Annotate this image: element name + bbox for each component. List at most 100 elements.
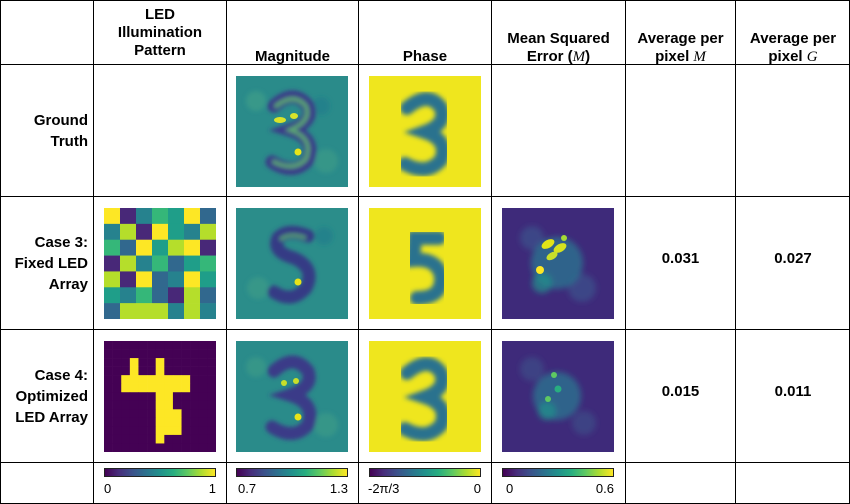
led-cell [168, 223, 185, 241]
led-cell [181, 443, 191, 452]
led-cell [207, 426, 216, 436]
led-cell [104, 443, 113, 452]
colorbar-mse-min: 0 [506, 481, 514, 496]
led-cell [104, 349, 113, 359]
led-cell [121, 434, 131, 444]
led-cell [207, 349, 216, 359]
case-3-average-m-value: 0.031 [661, 250, 700, 267]
led-cell [104, 409, 113, 419]
led-cell [152, 271, 169, 288]
led-cell [112, 341, 122, 350]
led-cell [138, 392, 148, 402]
led-cell [121, 358, 131, 367]
led-cell [120, 303, 137, 319]
header-phase: Phase [402, 48, 448, 65]
led-cell [136, 239, 153, 256]
led-cell [155, 358, 165, 367]
led-cell [155, 366, 165, 376]
led-cell [164, 392, 174, 402]
led-cell [138, 409, 148, 419]
case-4-phase-image [369, 341, 481, 452]
led-cell [121, 366, 131, 376]
led-cell [129, 409, 139, 419]
led-cell [112, 383, 122, 393]
led-cell [164, 375, 174, 384]
led-cell [112, 366, 122, 376]
led-cell [104, 366, 113, 376]
case-4-average-m-value: 0.015 [661, 383, 700, 400]
led-cell [104, 400, 113, 410]
led-cell [184, 271, 201, 288]
case-3-magnitude-image [236, 208, 348, 319]
led-cell [190, 409, 200, 419]
led-cell [138, 417, 148, 427]
led-cell [129, 400, 139, 410]
led-cell [104, 434, 113, 444]
led-cell [190, 375, 200, 384]
led-cell [121, 375, 131, 384]
led-cell [164, 349, 174, 359]
led-cell [136, 223, 153, 241]
led-cell [147, 392, 156, 402]
led-cell [138, 349, 148, 359]
header-mse: Mean Squared Error (M) [507, 30, 610, 65]
header-average-g: Average per pixel G [749, 30, 837, 65]
led-cell [138, 366, 148, 376]
led-cell [172, 443, 182, 452]
led-cell [207, 392, 216, 402]
led-cell [129, 392, 139, 402]
led-cell [104, 303, 121, 319]
led-cell [152, 223, 169, 241]
case-3-average-g-value: 0.027 [774, 250, 812, 267]
led-cell [164, 366, 174, 376]
led-cell [190, 349, 200, 359]
led-cell [147, 341, 156, 350]
led-cell [190, 341, 200, 350]
led-cell [181, 375, 191, 384]
led-cell [198, 392, 208, 402]
led-cell [147, 434, 156, 444]
led-cell [172, 375, 182, 384]
led-cell [164, 426, 174, 436]
led-cell [200, 287, 216, 304]
led-cell [147, 375, 156, 384]
led-cell [120, 287, 137, 304]
led-cell [155, 400, 165, 410]
led-cell [152, 303, 169, 319]
led-cell [120, 223, 137, 241]
led-cell [181, 366, 191, 376]
led-cell [164, 341, 174, 350]
led-cell [120, 208, 137, 225]
led-cell [121, 341, 131, 350]
led-cell [121, 409, 131, 419]
led-cell [121, 426, 131, 436]
led-cell [112, 409, 122, 419]
led-cell [138, 375, 148, 384]
led-cell [207, 341, 216, 350]
colorbar-led [104, 468, 216, 477]
led-cell [129, 383, 139, 393]
led-cell [184, 255, 201, 272]
led-cell [184, 287, 201, 304]
ground-truth-phase-image [369, 76, 481, 187]
led-cell [190, 358, 200, 367]
led-cell [104, 208, 121, 225]
led-cell [138, 434, 148, 444]
led-cell [198, 443, 208, 452]
led-cell [121, 443, 131, 452]
case-3-mse-image [502, 208, 614, 319]
led-cell [164, 443, 174, 452]
case-3-led-pattern-image [104, 208, 216, 319]
led-cell [190, 400, 200, 410]
led-cell [198, 417, 208, 427]
led-cell [112, 358, 122, 367]
led-cell [207, 443, 216, 452]
led-cell [112, 400, 122, 410]
led-cell [147, 383, 156, 393]
led-cell [172, 426, 182, 436]
led-cell [207, 409, 216, 419]
led-cell [207, 400, 216, 410]
led-cell [172, 341, 182, 350]
led-cell [172, 392, 182, 402]
led-cell [155, 426, 165, 436]
